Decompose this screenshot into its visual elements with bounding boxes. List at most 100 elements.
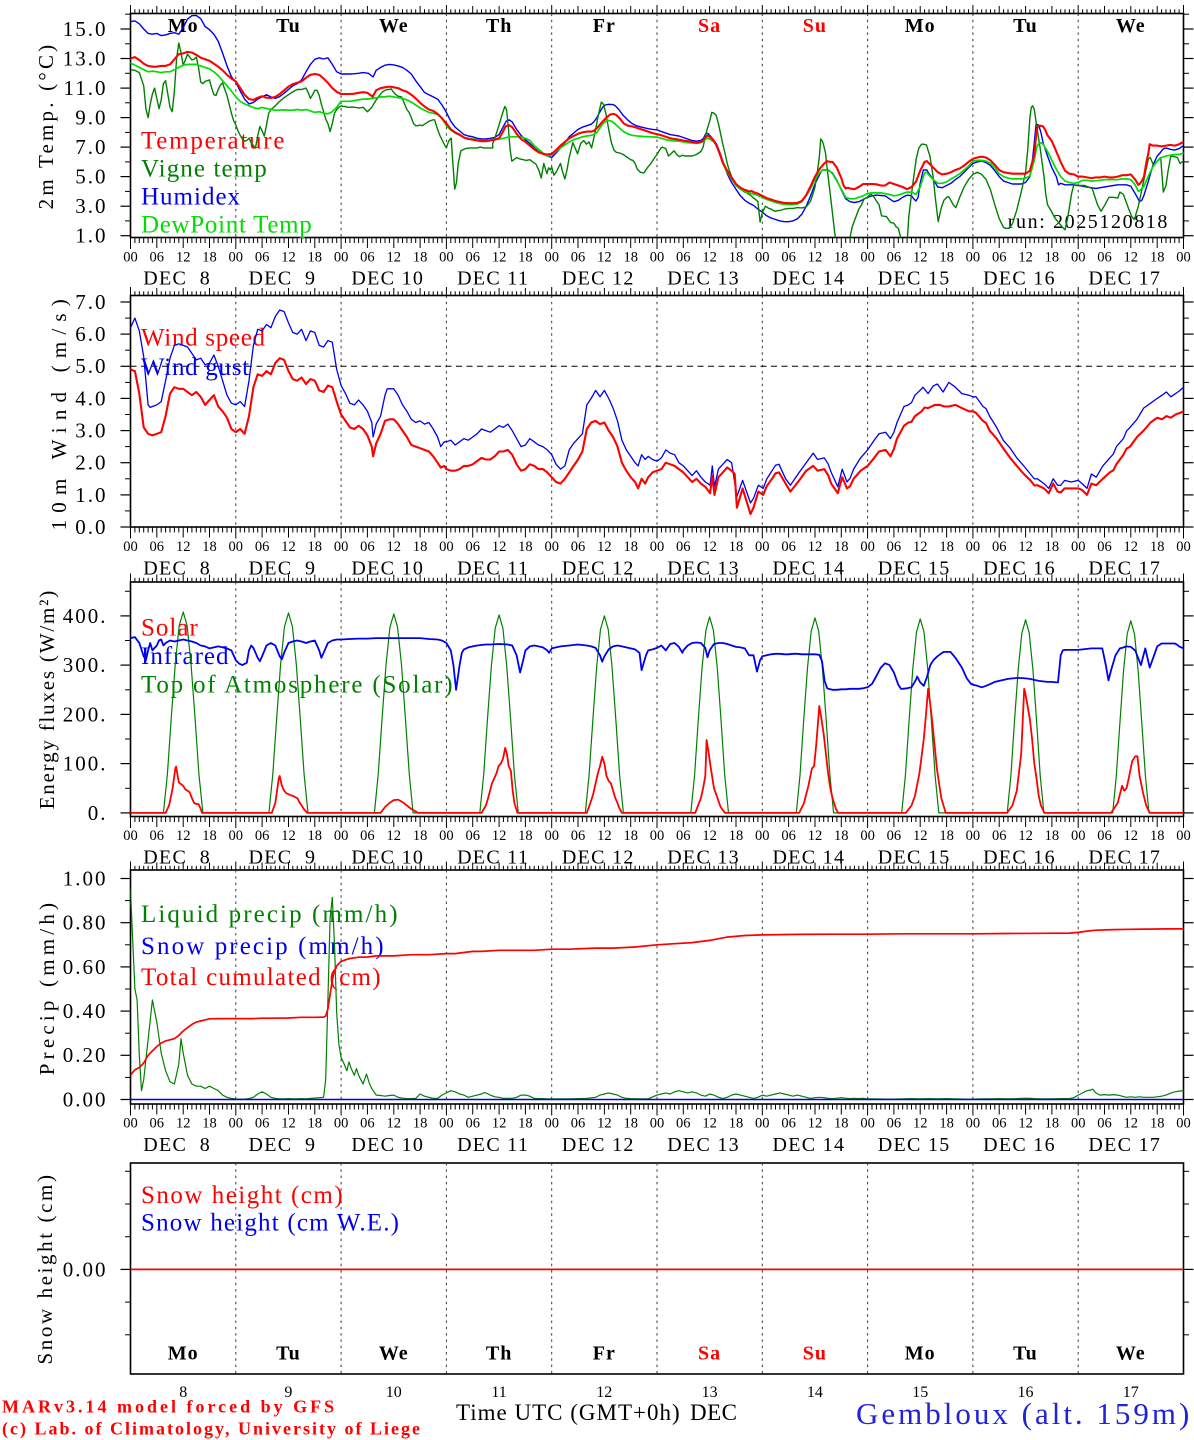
svg-text:Vigne temp: Vigne temp	[141, 155, 268, 182]
svg-text:00: 00	[966, 250, 981, 266]
svg-text:DEC 12: DEC 12	[562, 558, 635, 580]
svg-text:00: 00	[334, 250, 349, 266]
svg-text:18: 18	[1045, 828, 1060, 844]
svg-text:00: 00	[439, 828, 454, 844]
svg-text:00: 00	[439, 1116, 454, 1132]
svg-text:DEC 14: DEC 14	[772, 558, 845, 580]
svg-text:run: 2025120818: run: 2025120818	[1008, 211, 1169, 233]
svg-text:06: 06	[150, 828, 165, 844]
svg-text:3.0: 3.0	[75, 419, 107, 443]
svg-text:06: 06	[887, 250, 902, 266]
svg-text:DEC 8: DEC 8	[143, 1134, 211, 1156]
svg-text:00: 00	[123, 539, 138, 555]
svg-text:Su: Su	[803, 1343, 827, 1365]
svg-text:18: 18	[623, 1116, 638, 1132]
svg-text:15: 15	[912, 1384, 928, 1401]
svg-text:DEC 10: DEC 10	[351, 847, 424, 869]
svg-text:DEC 14: DEC 14	[772, 1134, 845, 1156]
svg-text:9.0: 9.0	[75, 106, 107, 130]
svg-text:18: 18	[939, 539, 954, 555]
svg-text:DEC 15: DEC 15	[878, 1134, 951, 1156]
svg-text:Snow precip (mm/h): Snow precip (mm/h)	[141, 933, 386, 960]
svg-text:DEC 13: DEC 13	[667, 847, 740, 869]
svg-text:5.0: 5.0	[75, 354, 107, 378]
svg-text:00: 00	[1176, 250, 1191, 266]
svg-text:00: 00	[860, 250, 875, 266]
svg-text:2.0: 2.0	[75, 451, 107, 475]
svg-text:Mo: Mo	[905, 15, 936, 37]
svg-text:18: 18	[834, 1116, 849, 1132]
svg-text:18: 18	[729, 828, 744, 844]
svg-text:18: 18	[623, 828, 638, 844]
svg-text:18: 18	[939, 1116, 954, 1132]
svg-text:12: 12	[387, 539, 402, 555]
svg-text:00: 00	[755, 539, 770, 555]
svg-text:00: 00	[966, 828, 981, 844]
svg-text:DEC 9: DEC 9	[248, 1134, 316, 1156]
svg-text:00: 00	[860, 1116, 875, 1132]
svg-text:0.00: 0.00	[63, 1087, 108, 1111]
svg-text:Total cumulated (cm): Total cumulated (cm)	[141, 964, 382, 991]
svg-text:DEC 17: DEC 17	[1088, 847, 1161, 869]
svg-text:Snow height (cm): Snow height (cm)	[141, 1182, 344, 1209]
svg-text:DEC 12: DEC 12	[562, 268, 635, 290]
svg-text:Wind speed: Wind speed	[141, 325, 266, 352]
svg-text:DEC 17: DEC 17	[1088, 268, 1161, 290]
svg-text:06: 06	[360, 539, 375, 555]
svg-text:18: 18	[518, 250, 533, 266]
svg-text:12: 12	[1124, 828, 1139, 844]
svg-text:Mo: Mo	[168, 1343, 199, 1365]
svg-text:00: 00	[439, 539, 454, 555]
svg-text:12: 12	[596, 1384, 612, 1401]
svg-text:2m Temp. (°C): 2m Temp. (°C)	[34, 42, 58, 210]
svg-text:00: 00	[544, 828, 559, 844]
svg-text:00: 00	[334, 828, 349, 844]
svg-text:06: 06	[465, 828, 480, 844]
svg-text:06: 06	[465, 1116, 480, 1132]
svg-text:06: 06	[992, 1116, 1007, 1132]
svg-text:DEC 9: DEC 9	[248, 847, 316, 869]
svg-text:DEC 8: DEC 8	[143, 558, 211, 580]
svg-text:1.00: 1.00	[63, 866, 108, 890]
svg-text:Liquid precip (mm/h): Liquid precip (mm/h)	[141, 901, 400, 928]
svg-text:18: 18	[413, 250, 428, 266]
svg-text:DEC 16: DEC 16	[983, 1134, 1056, 1156]
svg-text:14: 14	[807, 1384, 823, 1401]
svg-text:00: 00	[1176, 1116, 1191, 1132]
svg-text:DEC 8: DEC 8	[143, 268, 211, 290]
svg-text:We: We	[379, 1343, 409, 1365]
svg-text:Tu: Tu	[276, 1343, 301, 1365]
svg-text:18: 18	[729, 539, 744, 555]
svg-text:06: 06	[1097, 250, 1112, 266]
svg-text:12: 12	[597, 539, 612, 555]
svg-text:12: 12	[702, 539, 717, 555]
svg-text:00: 00	[1071, 250, 1086, 266]
svg-text:12: 12	[176, 250, 191, 266]
svg-text:12: 12	[1124, 539, 1139, 555]
svg-text:12: 12	[176, 1116, 191, 1132]
svg-text:12: 12	[913, 1116, 928, 1132]
svg-text:6.0: 6.0	[75, 322, 107, 346]
svg-text:18: 18	[308, 1116, 323, 1132]
svg-text:0.20: 0.20	[63, 1043, 108, 1067]
svg-text:18: 18	[939, 828, 954, 844]
svg-text:12: 12	[702, 828, 717, 844]
svg-text:12: 12	[702, 1116, 717, 1132]
svg-text:06: 06	[255, 828, 270, 844]
svg-text:Mo: Mo	[168, 15, 199, 37]
svg-text:06: 06	[571, 1116, 586, 1132]
svg-text:5.0: 5.0	[75, 165, 107, 189]
svg-text:13: 13	[702, 1384, 718, 1401]
svg-text:00: 00	[334, 539, 349, 555]
svg-text:06: 06	[676, 539, 691, 555]
svg-text:00: 00	[1176, 828, 1191, 844]
svg-text:06: 06	[1097, 1116, 1112, 1132]
svg-text:4.0: 4.0	[75, 386, 107, 410]
svg-text:DEC 11: DEC 11	[457, 558, 529, 580]
svg-text:06: 06	[465, 539, 480, 555]
svg-text:Th: Th	[486, 1343, 512, 1365]
svg-text:DewPoint Temp: DewPoint Temp	[141, 212, 312, 239]
svg-text:12: 12	[492, 1116, 507, 1132]
svg-text:18: 18	[1150, 1116, 1165, 1132]
svg-text:10: 10	[386, 1384, 402, 1401]
